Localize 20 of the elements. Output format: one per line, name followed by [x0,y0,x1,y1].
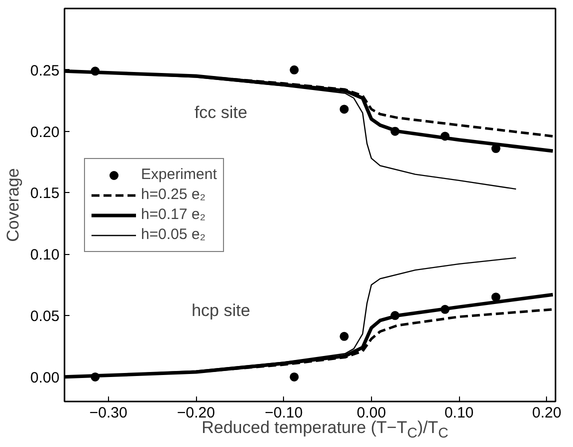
point [340,332,349,341]
annotation: hcp site [192,300,250,320]
legend-label: h=0.05 e₂ [141,226,206,243]
y-tick-label: 0.25 [30,62,60,80]
point [340,104,349,114]
legend-label: h=0.25 e₂ [141,186,206,203]
legend-label: h=0.17 e₂ [141,206,206,223]
annotation: fcc site [194,103,248,122]
legend-label: Experiment [141,166,217,183]
y-tick-label: 0.05 [30,308,60,326]
y-tick-label: 0.20 [30,124,60,141]
point [290,65,299,74]
y-tick-label: 0.00 [30,369,60,386]
x-tick-label: −0.30 [89,404,128,422]
y-tick-label: 0.15 [30,185,60,202]
point [290,372,299,382]
x-tick-label: 0.20 [532,404,562,422]
y-axis-title: Coverage [3,168,22,242]
y-tick-label: 0.10 [30,246,60,264]
point [491,292,500,302]
